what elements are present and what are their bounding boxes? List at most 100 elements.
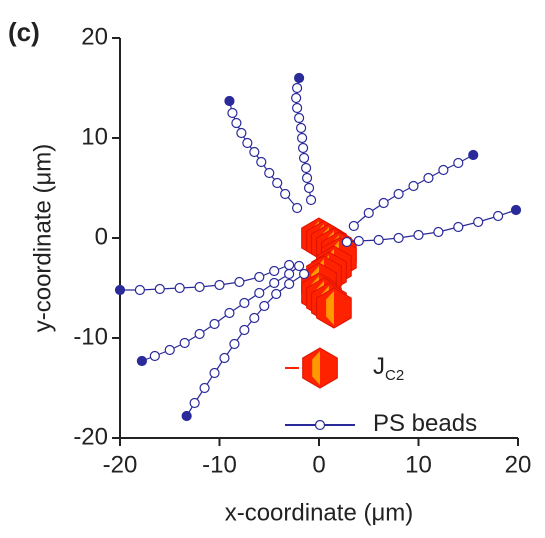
bead-marker: [301, 172, 313, 184]
y-tick-label: -20: [73, 423, 108, 450]
bead-marker: [294, 112, 305, 124]
bead-marker: [181, 410, 192, 422]
bead-marker: [269, 277, 280, 289]
bead-marker: [453, 157, 464, 169]
bead-marker: [154, 283, 165, 295]
legend-hexagon-face: [312, 351, 320, 385]
bead-marker: [493, 210, 504, 222]
bead-marker: [224, 95, 235, 107]
bead-marker: [438, 164, 449, 176]
chart-title: (c): [8, 17, 40, 47]
bead-marker: [453, 221, 464, 233]
bead-marker: [256, 156, 267, 168]
bead-marker: [473, 216, 484, 228]
bead-marker: [341, 236, 352, 248]
bead-marker: [224, 307, 235, 319]
bead-marker: [249, 146, 260, 158]
bead-marker: [284, 278, 295, 290]
bead-marker: [363, 207, 374, 219]
bead-marker: [209, 367, 220, 379]
legend-marker: [314, 419, 326, 431]
bead-marker: [295, 122, 307, 134]
bead-marker: [353, 235, 364, 247]
bead-marker: [468, 149, 479, 161]
bead-marker: [348, 220, 359, 232]
bead-marker: [242, 137, 253, 149]
bead-marker: [249, 312, 260, 324]
bead-marker: [292, 202, 303, 214]
bead-marker: [114, 284, 126, 296]
x-tick-label: -20: [103, 451, 138, 478]
bead-marker: [292, 82, 303, 94]
bead-marker: [408, 180, 419, 192]
bead-marker: [271, 288, 282, 300]
bead-marker: [174, 282, 185, 294]
legend-label: PS beads: [373, 410, 477, 437]
bead-marker: [194, 281, 205, 293]
bead-marker: [239, 297, 250, 309]
bead-marker: [179, 337, 190, 349]
bead-marker: [433, 226, 444, 238]
bead-marker: [134, 284, 145, 296]
bead-marker: [291, 92, 302, 104]
bead-marker: [294, 72, 305, 84]
hexagon-marker: [316, 287, 352, 329]
legend-label: JC2: [373, 353, 404, 384]
bead-marker: [296, 132, 308, 144]
bead-marker: [413, 229, 424, 241]
legend-name: PS beads: [373, 410, 477, 437]
bead-marker: [259, 300, 270, 312]
legend-name: J: [373, 353, 385, 380]
bead-marker: [149, 350, 160, 362]
y-tick-label: 0: [95, 223, 108, 250]
y-tick-label: 20: [81, 23, 108, 50]
bead-marker: [254, 287, 265, 299]
bead-marker: [272, 177, 283, 189]
y-axis-label: y-coordinate (μm): [29, 144, 56, 333]
bead-marker: [231, 117, 242, 129]
bead-marker: [234, 276, 245, 288]
bead-marker: [269, 265, 280, 277]
x-tick-label: 20: [505, 451, 532, 478]
bead-marker: [378, 197, 389, 209]
bead-marker: [292, 102, 303, 114]
bead-marker: [280, 188, 291, 200]
bead-marker: [219, 352, 230, 364]
legend-marker: [302, 347, 338, 389]
bead-marker: [298, 268, 310, 280]
bead-marker: [209, 318, 220, 330]
bead-marker: [284, 259, 295, 271]
bead-marker: [229, 338, 240, 350]
bead-marker: [297, 142, 309, 154]
bead-marker: [305, 194, 317, 206]
x-axis-label: x-coordinate (μm): [225, 499, 414, 526]
bead-marker: [393, 188, 404, 200]
y-tick-label: 10: [81, 123, 108, 150]
x-tick-label: -10: [202, 451, 237, 478]
bead-marker: [284, 268, 295, 280]
y-tick-label: -10: [73, 323, 108, 350]
x-tick-label: 10: [405, 451, 432, 478]
bead-marker: [236, 127, 247, 139]
bead-marker: [303, 182, 315, 194]
bead-marker: [239, 324, 250, 336]
bead-marker: [373, 234, 384, 246]
bead-marker: [423, 172, 434, 184]
legend-subscript: C2: [385, 367, 404, 384]
bead-marker: [164, 344, 175, 356]
bead-marker: [510, 204, 522, 216]
bead-marker: [264, 167, 275, 179]
bead-marker: [214, 279, 225, 291]
bead-marker: [393, 232, 404, 244]
bead-marker: [189, 397, 200, 409]
bead-marker: [254, 271, 265, 283]
bead-marker: [199, 382, 210, 394]
bead-marker: [136, 355, 147, 367]
bead-marker: [227, 107, 238, 119]
bead-marker: [194, 328, 205, 340]
bead-marker: [298, 152, 310, 164]
bead-marker: [294, 260, 305, 272]
bead-marker: [300, 162, 312, 174]
x-tick-label: 0: [312, 451, 325, 478]
